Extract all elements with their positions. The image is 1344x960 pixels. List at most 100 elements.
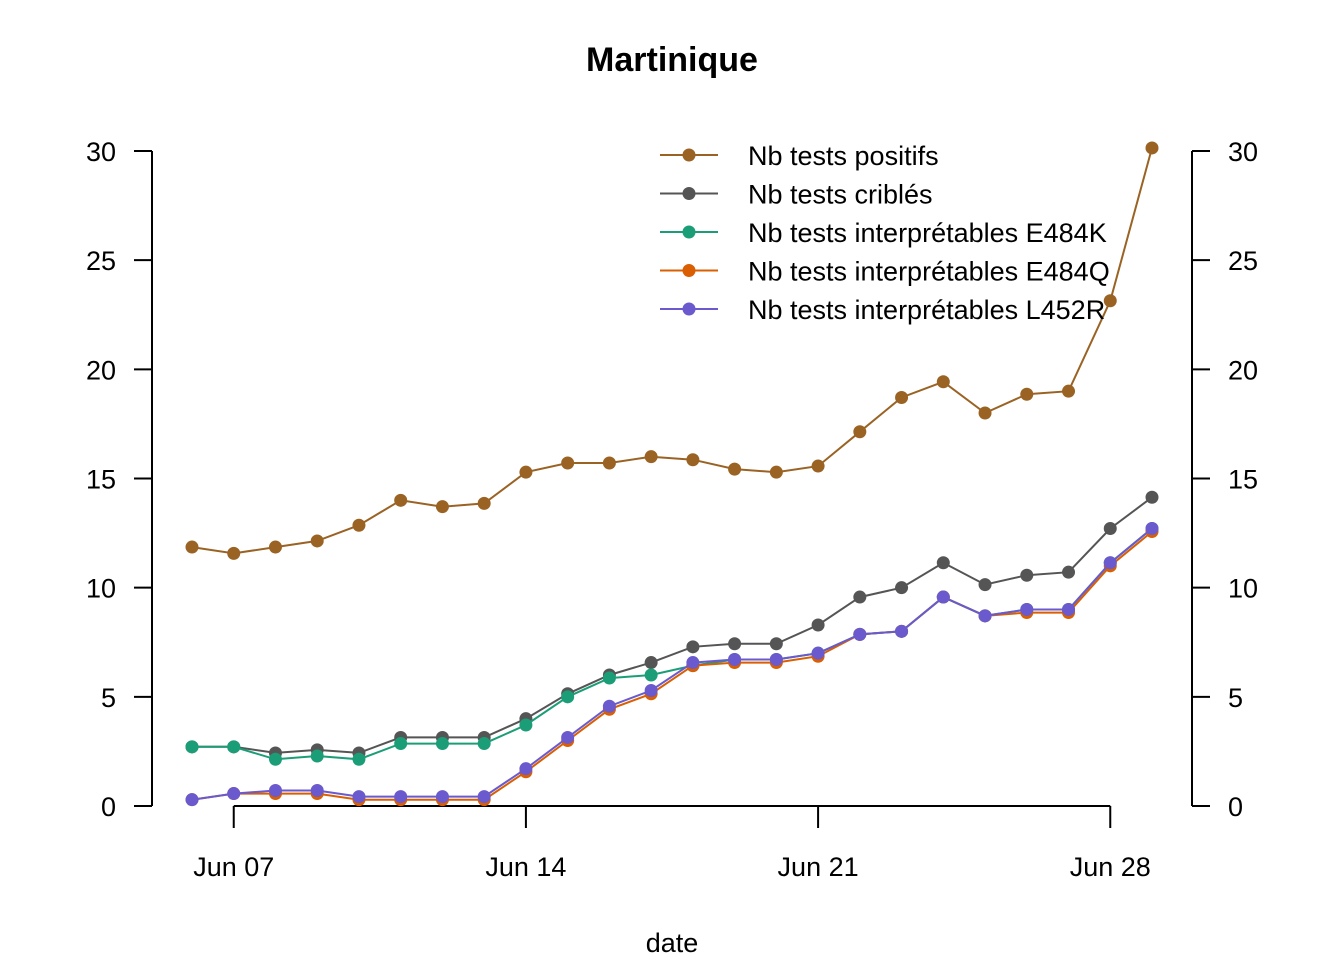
data-point [978, 609, 992, 623]
data-point [185, 793, 199, 807]
data-point [394, 737, 408, 751]
data-point [310, 534, 324, 548]
data-point [561, 690, 575, 704]
legend-item: Nb tests criblés [660, 180, 933, 210]
data-point [352, 518, 366, 532]
data-point [1103, 294, 1117, 308]
data-point [394, 493, 408, 507]
data-point [686, 453, 700, 467]
data-point [435, 737, 449, 751]
y-tick-label-left: 25 [86, 246, 116, 276]
series-line [191, 147, 1153, 555]
data-point [561, 730, 575, 744]
y-tick-label-left: 0 [101, 792, 116, 822]
data-point [519, 465, 533, 479]
y-axis-left: 0 5 10 15 20 25 30 [86, 137, 153, 822]
data-point [644, 668, 658, 682]
legend-marker [682, 302, 696, 316]
data-point [936, 590, 950, 604]
x-axis-label: date [646, 928, 699, 958]
data-point [435, 500, 449, 514]
data-point [1145, 521, 1159, 535]
y-tick-label-left: 15 [86, 465, 116, 495]
data-point [853, 425, 867, 439]
data-point [352, 752, 366, 766]
data-point [268, 752, 282, 766]
data-point [1103, 556, 1117, 570]
data-point [769, 652, 783, 666]
data-point [978, 578, 992, 592]
data-point [644, 656, 658, 670]
data-point [1062, 565, 1076, 579]
data-point [519, 718, 533, 732]
data-point [1020, 603, 1034, 616]
x-tick-label: Jun 07 [193, 852, 274, 882]
data-point [227, 740, 241, 754]
legend-label: Nb tests interprétables L452R [748, 295, 1105, 325]
data-point [310, 783, 324, 797]
data-point [1145, 490, 1159, 504]
data-point [185, 540, 199, 554]
data-point [394, 790, 408, 804]
series-4 [185, 525, 1159, 807]
data-point [853, 590, 867, 604]
data-point [477, 790, 491, 804]
y-tick-label-left: 10 [86, 574, 116, 604]
data-point [978, 406, 992, 420]
series-2 [185, 490, 1159, 760]
data-point [895, 624, 909, 638]
data-point [686, 656, 700, 670]
data-point [895, 390, 909, 404]
series-layer [185, 141, 1159, 807]
data-point [352, 790, 366, 804]
data-point [227, 787, 241, 801]
series-line [191, 530, 1153, 801]
data-point [602, 699, 616, 713]
data-point [477, 737, 491, 751]
data-point [728, 652, 742, 666]
y-tick-label-right: 0 [1228, 792, 1243, 822]
data-point [1062, 603, 1076, 616]
data-point [227, 546, 241, 560]
y-axis-right: 0 5 10 15 20 25 30 [1191, 137, 1258, 822]
data-point [811, 618, 825, 632]
legend-item: Nb tests interprétables L452R [660, 295, 1105, 325]
series-5 [185, 521, 1159, 807]
y-tick-label-right: 10 [1228, 574, 1258, 604]
legend-label: Nb tests interprétables E484K [748, 218, 1107, 248]
data-point [769, 637, 783, 651]
data-point [1020, 387, 1034, 401]
legend-item: Nb tests positifs [660, 141, 939, 171]
data-point [811, 646, 825, 660]
x-tick-label: Jun 21 [778, 852, 859, 882]
legend-label: Nb tests criblés [748, 180, 933, 210]
series-1 [185, 141, 1159, 560]
legend-label: Nb tests positifs [748, 141, 939, 171]
data-point [268, 540, 282, 554]
x-tick-label: Jun 14 [485, 852, 566, 882]
legend-marker [682, 264, 696, 277]
legend-item: Nb tests interprétables E484Q [660, 257, 1110, 287]
x-tick-label: Jun 28 [1070, 852, 1151, 882]
data-point [853, 627, 867, 641]
data-point [811, 459, 825, 473]
data-point [728, 462, 742, 476]
legend: Nb tests positifs Nb tests criblés Nb test… [660, 141, 1110, 325]
data-point [268, 783, 282, 797]
series-line [191, 527, 1153, 801]
legend-marker [682, 148, 696, 162]
legend-marker [682, 187, 696, 200]
y-tick-label-right: 5 [1228, 683, 1243, 713]
data-point [435, 790, 449, 804]
y-tick-label-left: 20 [86, 355, 116, 385]
data-point [1062, 384, 1076, 398]
data-point [1145, 141, 1159, 155]
chart-title: Martinique [586, 41, 758, 79]
data-point [477, 496, 491, 510]
data-point [936, 556, 950, 570]
data-point [644, 450, 658, 464]
legend-label: Nb tests interprétables E484Q [748, 257, 1110, 287]
data-point [602, 671, 616, 685]
data-point [185, 740, 199, 754]
